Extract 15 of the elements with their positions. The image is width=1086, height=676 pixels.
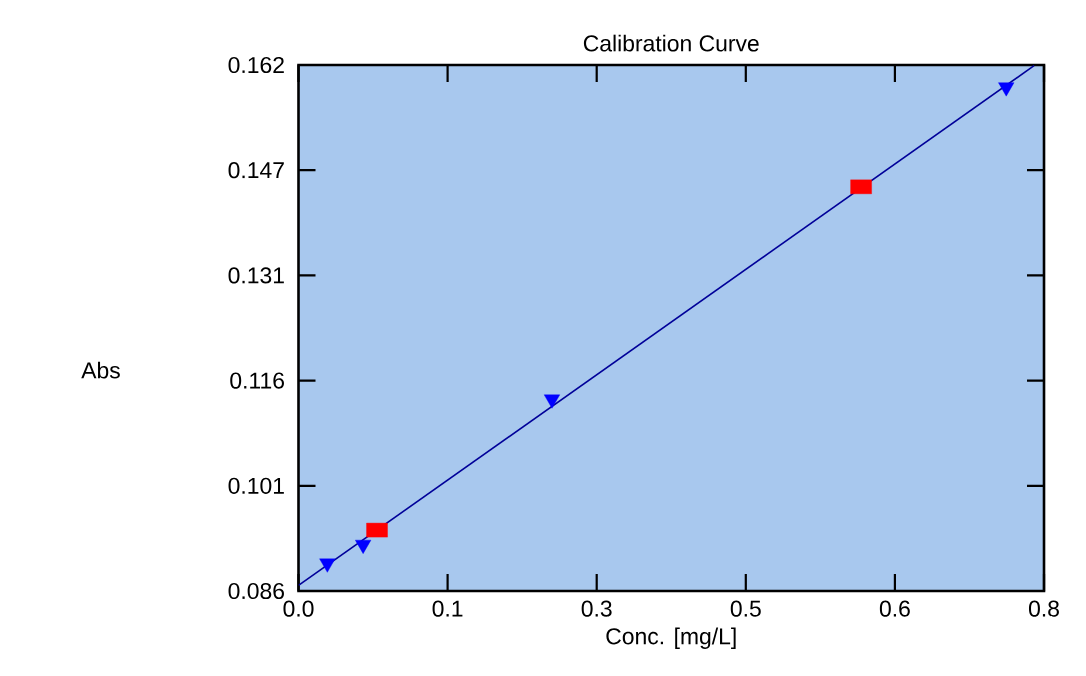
y-tick-label: 0.162	[228, 56, 284, 74]
y-tick-label: 0.116	[230, 372, 284, 389]
x-tick-label: 0.0	[283, 600, 314, 617]
y-tick-label: 0.131	[228, 267, 284, 284]
y-axis-title: Abs	[81, 361, 120, 379]
y-tick-label: 0.101	[228, 477, 284, 494]
x-tick-label: 0.1	[432, 600, 463, 617]
y-tick-label: 0.086	[228, 582, 284, 600]
y-tick-label: 0.147	[228, 162, 284, 179]
x-tick-label: 0.3	[581, 600, 612, 617]
x-tick-label: 0.6	[879, 600, 910, 617]
x-tick-label: 0.5	[730, 600, 761, 617]
x-tick-label: 0.8	[1028, 600, 1059, 617]
chart-title: Calibration Curve	[583, 34, 759, 52]
x-axis-title: Conc. [mg/L]	[606, 627, 736, 649]
